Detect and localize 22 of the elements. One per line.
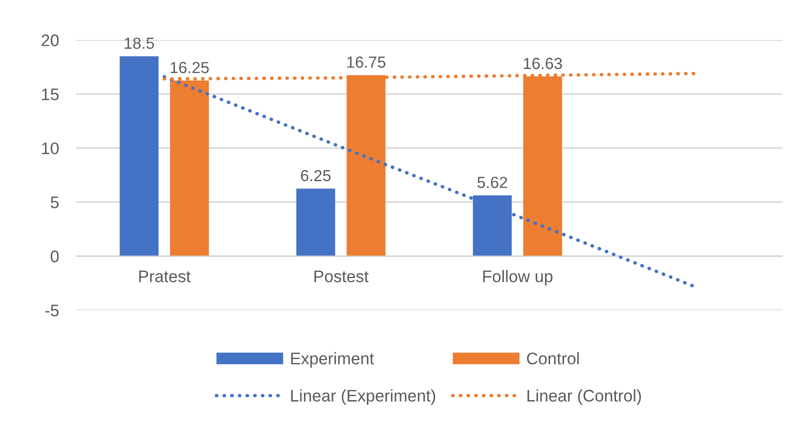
- legend-label: Experiment: [291, 352, 374, 368]
- data-label: 18.5: [124, 38, 154, 49]
- data-label: 16.25: [170, 62, 209, 74]
- data-label: 6.25: [301, 170, 331, 182]
- bar: [296, 188, 336, 256]
- bar: [472, 195, 512, 256]
- data-label: 16.63: [524, 58, 562, 70]
- y-tick-label: 10: [42, 142, 59, 154]
- y-tick-label: 5: [50, 196, 59, 208]
- y-tick-label: -5: [45, 304, 59, 316]
- data-label: 5.62: [477, 176, 508, 188]
- legend-label: Linear (Control): [528, 389, 641, 405]
- legend-label: Control: [526, 352, 579, 364]
- x-tick-label: Pratest: [139, 270, 191, 282]
- bar: [120, 56, 159, 256]
- x-tick-label: Follow up: [483, 270, 552, 286]
- x-tick-label: Postest: [314, 270, 369, 282]
- y-tick-label: 15: [42, 88, 59, 100]
- y-tick-label: 20: [42, 34, 59, 46]
- legend-label: Linear (Experiment): [291, 389, 436, 405]
- data-label: 16.75: [347, 56, 386, 68]
- y-tick-label: 0: [50, 250, 59, 262]
